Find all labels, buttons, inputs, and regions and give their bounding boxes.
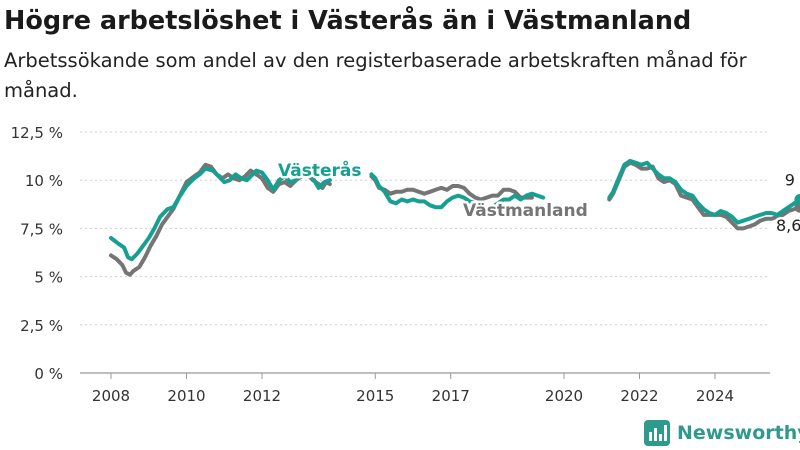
chart-subtitle: Arbetssökande som andel av den registerb… xyxy=(4,49,747,102)
x-tick-label: 2012 xyxy=(243,387,281,405)
x-tick-label: 2010 xyxy=(167,387,205,405)
end-label-vastmanland: 8,6 % xyxy=(776,216,800,235)
x-tick-label: 2022 xyxy=(620,387,658,405)
series-label-vasteras: Västerås xyxy=(278,159,361,181)
y-tick-label: 2,5 % xyxy=(20,317,63,335)
series-line-segment xyxy=(369,174,534,202)
series-line-segment xyxy=(607,160,800,231)
x-tick-label: 2024 xyxy=(696,387,734,405)
series-labels: Västerås Västmanland 9 % 8,6 % xyxy=(276,157,800,238)
end-label-vasteras: 9 % xyxy=(785,170,800,189)
y-axis-tick-labels: 0 % 2,5 % 5 % 7,5 % 10 % 12,5 % xyxy=(11,124,63,383)
chart-title: Högre arbetslöshet i Västerås än i Västm… xyxy=(4,6,692,36)
newsworthy-logo-icon xyxy=(644,420,670,446)
y-tick-label: 0 % xyxy=(34,365,63,383)
y-tick-label: 10 % xyxy=(25,172,63,190)
brand-name: Newsworthy xyxy=(677,422,800,444)
x-tick-label: 2015 xyxy=(356,387,394,405)
series-line-segment xyxy=(607,158,800,225)
x-tick-label: 2008 xyxy=(92,387,130,405)
series-lines xyxy=(109,158,800,277)
y-tick-label: 12,5 % xyxy=(11,124,63,142)
series-line-segment xyxy=(369,172,546,213)
series-end-dot xyxy=(794,193,800,205)
series-line-segment xyxy=(109,166,332,262)
x-tick-label: 2020 xyxy=(545,387,583,405)
gridlines xyxy=(80,131,770,374)
newsworthy-logo: Newsworthy xyxy=(644,418,800,448)
x-tick-label: 2017 xyxy=(432,387,470,405)
y-tick-label: 7,5 % xyxy=(20,220,63,238)
series-label-vastmanland: Västmanland xyxy=(463,201,588,221)
x-axis: 2008 2010 2012 2015 2017 2020 2022 2024 xyxy=(92,373,734,405)
y-tick-label: 5 % xyxy=(34,269,63,287)
